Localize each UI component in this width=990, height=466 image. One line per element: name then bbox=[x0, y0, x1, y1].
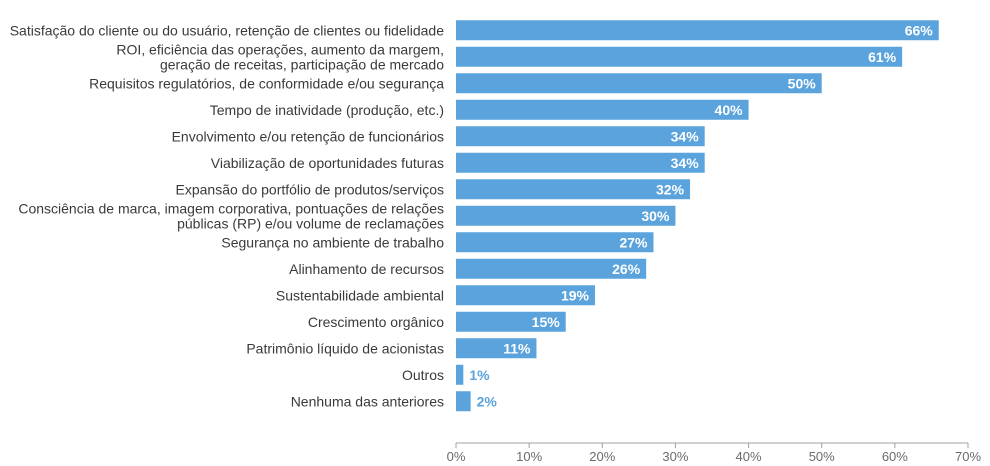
x-tick-label: 70% bbox=[955, 449, 981, 464]
category-label: Envolvimento e/ou retenção de funcionári… bbox=[172, 128, 444, 144]
category-label: Tempo de inatividade (produção, etc.) bbox=[210, 102, 444, 118]
bar bbox=[456, 285, 595, 306]
x-tick-label: 10% bbox=[516, 449, 542, 464]
data-label: 27% bbox=[619, 234, 648, 250]
category-label: Viabilização de oportunidades futuras bbox=[211, 155, 444, 171]
x-tick-label: 60% bbox=[882, 449, 908, 464]
data-label: 2% bbox=[477, 393, 498, 409]
data-label: 40% bbox=[715, 102, 744, 118]
data-label: 15% bbox=[532, 314, 561, 330]
data-label: 1% bbox=[469, 367, 490, 383]
x-tick-label: 20% bbox=[589, 449, 615, 464]
category-label: Expansão do portfólio de produtos/serviç… bbox=[176, 181, 445, 197]
bar bbox=[456, 20, 939, 41]
bar bbox=[456, 338, 537, 359]
bars-group bbox=[456, 20, 939, 412]
category-label: Alinhamento de recursos bbox=[289, 261, 444, 277]
data-label: 50% bbox=[788, 75, 817, 91]
category-label: Segurança no ambiente de trabalho bbox=[221, 234, 444, 250]
bar bbox=[456, 152, 705, 173]
category-label: Nenhuma das anteriores bbox=[291, 393, 444, 409]
category-label: Satisfação do cliente ou do usuário, ret… bbox=[10, 22, 445, 38]
bar bbox=[456, 179, 691, 200]
category-label: Sustentabilidade ambiental bbox=[276, 287, 444, 303]
data-label: 32% bbox=[656, 181, 685, 197]
data-label: 34% bbox=[671, 128, 700, 144]
bar bbox=[456, 99, 749, 120]
x-axis: 0% 10% 20% 30% 40% 50% 60% 70% bbox=[447, 442, 981, 464]
category-label: Outros bbox=[402, 367, 444, 383]
x-tick-label: 40% bbox=[736, 449, 762, 464]
category-label: Patrimônio líquido de acionistas bbox=[246, 340, 444, 356]
bar bbox=[456, 258, 647, 279]
bar bbox=[456, 311, 566, 332]
data-label: 61% bbox=[868, 49, 897, 65]
x-tick-label: 0% bbox=[447, 449, 466, 464]
category-label: ROI, eficiência das operações, aumento d… bbox=[116, 41, 444, 72]
bar bbox=[456, 232, 654, 253]
bar bbox=[456, 46, 903, 67]
category-label: Crescimento orgânico bbox=[308, 314, 444, 330]
data-label: 26% bbox=[612, 261, 641, 277]
category-labels-group: Satisfação do cliente ou do usuário, ret… bbox=[10, 22, 445, 409]
bar bbox=[456, 73, 822, 94]
category-label: Consciência de marca, imagem corporativa… bbox=[18, 200, 444, 231]
data-label: 30% bbox=[641, 208, 670, 224]
bar bbox=[456, 126, 705, 147]
data-label: 19% bbox=[561, 287, 590, 303]
category-label: Requisitos regulatórios, de conformidade… bbox=[89, 75, 444, 91]
bar bbox=[456, 205, 676, 226]
data-label: 11% bbox=[503, 340, 531, 356]
data-label: 66% bbox=[905, 22, 934, 38]
x-tick-label: 30% bbox=[662, 449, 688, 464]
bar bbox=[456, 364, 464, 385]
bar bbox=[456, 391, 471, 412]
data-label: 34% bbox=[671, 155, 700, 171]
x-tick-label: 50% bbox=[809, 449, 835, 464]
value-labels-group: 66% 61% 50% 40% 34% 34% 32% 30% 27% 26% 19%15%11% 1… bbox=[469, 22, 933, 409]
